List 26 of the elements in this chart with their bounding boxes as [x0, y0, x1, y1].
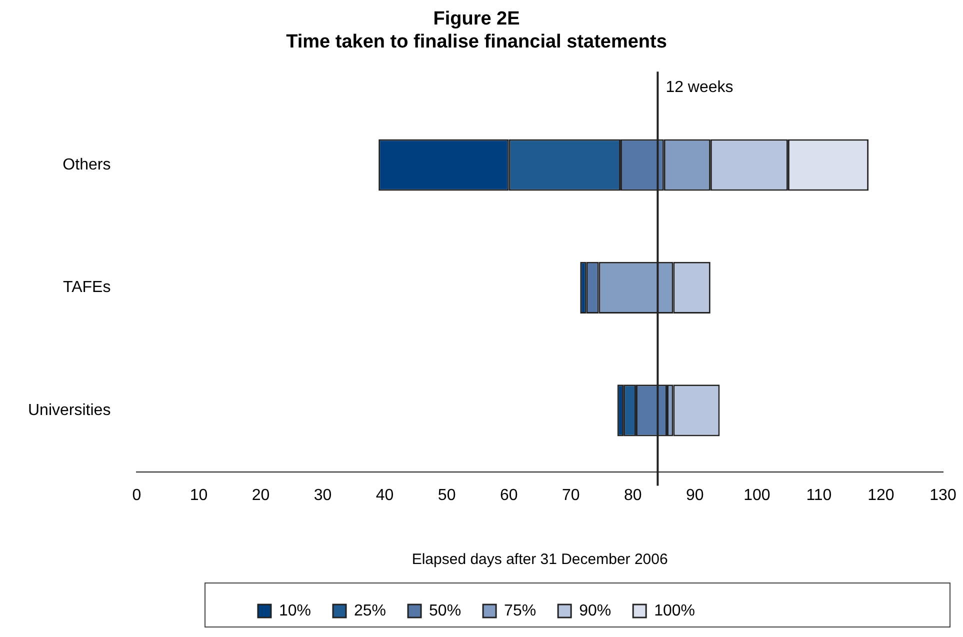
x-tick-label: 0	[132, 486, 142, 504]
x-tick-label: 110	[806, 486, 832, 504]
x-tick-label: 100	[744, 486, 770, 504]
y-tick-label: Universities	[28, 402, 111, 419]
legend-label: 50%	[429, 602, 462, 620]
x-tick-label: 10	[190, 486, 208, 504]
legend-label: 90%	[579, 602, 612, 620]
chart-title: Figure 2E Time taken to finalise financial statements	[286, 8, 667, 52]
x-tick-label: 70	[562, 486, 580, 504]
x-tick-label: 40	[376, 486, 394, 504]
x-tick-label: 130	[930, 486, 956, 504]
x-tick-label: 90	[686, 486, 704, 504]
legend-label: 100%	[654, 602, 696, 620]
x-tick-label: 80	[624, 486, 642, 504]
legend-label: 25%	[354, 602, 386, 620]
y-tick-label: Others	[62, 156, 111, 174]
x-tick-label: 60	[500, 486, 518, 504]
x-tick-label: 30	[314, 486, 332, 504]
y-tick-label: TAFEs	[62, 279, 111, 296]
legend-label: 10%	[278, 602, 312, 620]
ref-line-label: 12 weeks	[666, 79, 734, 96]
legend-label: 75%	[504, 602, 536, 620]
x-tick-label: 120	[868, 486, 894, 504]
x-axis-title: Elapsed days after 31 December 2006	[412, 551, 668, 568]
x-tick-label: 20	[252, 486, 270, 504]
x-tick-label: 50	[438, 486, 456, 504]
